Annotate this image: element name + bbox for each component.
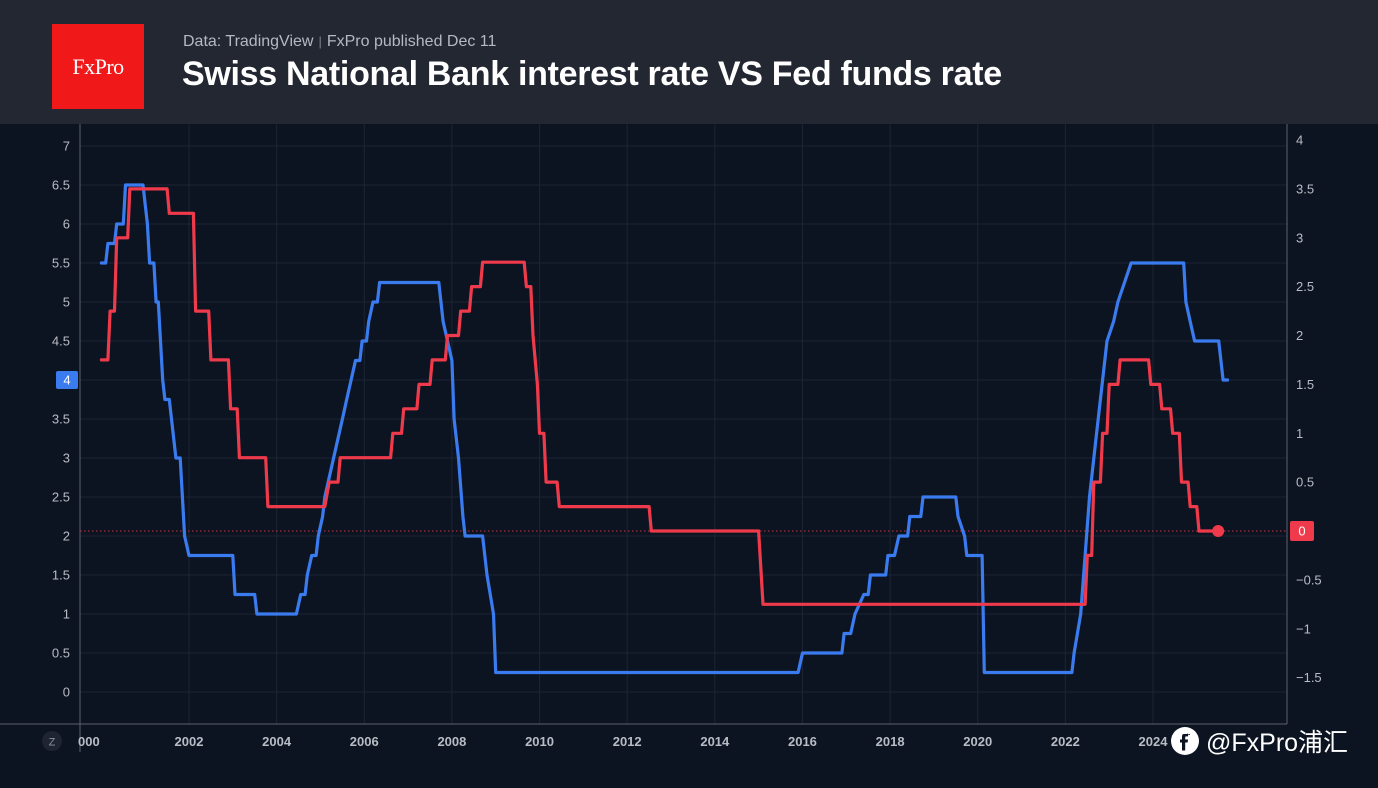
left-tick-label: 0.5 xyxy=(52,646,70,661)
x-tick-label: 2008 xyxy=(437,734,466,749)
right-tick-label: 0.5 xyxy=(1296,475,1314,490)
watermark-text: @FxPro浦汇 xyxy=(1206,729,1349,757)
right-tick-label: 1.5 xyxy=(1296,377,1314,392)
snb-rate-line xyxy=(99,187,1214,606)
snb-last-value-label: 0 xyxy=(1298,524,1305,539)
fxpro-logo: FxPro xyxy=(52,24,144,109)
right-tick-label: 2 xyxy=(1296,328,1303,343)
left-tick-label: 3 xyxy=(63,451,70,466)
x-tick-label: 2012 xyxy=(613,734,642,749)
x-tick-label: 2018 xyxy=(876,734,905,749)
right-tick-label: −1.5 xyxy=(1296,670,1322,685)
left-tick-label: 0 xyxy=(63,685,70,700)
left-tick-label: 1.5 xyxy=(52,568,70,583)
fed-last-value-badge xyxy=(56,371,78,389)
source-line: Data: TradingView | FxPro published Dec 11 xyxy=(183,33,496,51)
x-tick-label: 2024 xyxy=(1139,734,1169,749)
header: FxPro Data: TradingView | FxPro published … xyxy=(0,0,1378,124)
right-axis: −1.5 −1 −0.5 0.5 1 1.5 2 2.5 3 3.5 4 xyxy=(1296,133,1322,686)
data-source: Data: TradingView xyxy=(183,33,314,50)
right-tick-label: 3.5 xyxy=(1296,181,1314,196)
z-label: Z xyxy=(49,737,56,749)
left-tick-label: 1 xyxy=(63,607,70,622)
watermark: @FxPro浦汇 xyxy=(1170,724,1348,758)
left-tick-label: 3.5 xyxy=(52,412,70,427)
series-lines xyxy=(99,183,1230,675)
right-tick-label: 3 xyxy=(1296,230,1303,245)
left-tick-label: 5.5 xyxy=(52,256,70,271)
snb-last-point xyxy=(1212,525,1225,537)
x-tick-label: 2022 xyxy=(1051,734,1080,749)
x-tick-label: 000 xyxy=(78,734,100,749)
grid-lines xyxy=(0,124,1378,788)
plot-background xyxy=(0,124,1378,788)
x-tick-label: 2016 xyxy=(788,734,817,749)
left-tick-label: 2.5 xyxy=(52,490,70,505)
left-tick-label: 7 xyxy=(63,139,70,154)
x-tick-label: 2002 xyxy=(175,734,204,749)
fed-funds-line xyxy=(99,183,1230,675)
chart-title: Swiss National Bank interest rate VS Fed… xyxy=(182,55,1002,93)
left-tick-label: 6 xyxy=(63,217,70,232)
right-tick-label: −0.5 xyxy=(1296,572,1322,587)
chart-area: 0 0.5 1 1.5 2 2.5 3 3.5 4.5 5 5.5 6 6.5 7 −1.5 −1 −0.5 0… xyxy=(0,124,1378,788)
left-tick-label: 4.5 xyxy=(52,334,70,349)
x-tick-label: 2004 xyxy=(262,734,292,749)
published-info: FxPro published Dec 11 xyxy=(326,33,497,50)
right-tick-label: 4 xyxy=(1296,133,1303,148)
x-axis: 000 2002 2004 2006 2008 2010 2012 2014 2016 2018 2… xyxy=(78,734,1168,749)
right-tick-label: 2.5 xyxy=(1296,279,1314,294)
x-tick-label: 2006 xyxy=(350,734,379,749)
left-tick-label: 6.5 xyxy=(52,178,70,193)
left-tick-label: 2 xyxy=(63,529,70,544)
fed-last-value-label: 4 xyxy=(63,373,70,388)
x-tick-label: 2014 xyxy=(700,734,730,749)
left-axis: 0 0.5 1 1.5 2 2.5 3 3.5 4.5 5 5.5 6 6.5 7 xyxy=(52,139,70,700)
snb-last-value-badge xyxy=(1290,521,1314,541)
x-tick-label: 2010 xyxy=(525,734,554,749)
right-tick-label: −1 xyxy=(1296,621,1311,636)
right-tick-label: 1 xyxy=(1296,426,1303,441)
z-button[interactable]: Z xyxy=(42,731,62,751)
x-tick-label: 2020 xyxy=(963,734,992,749)
weibo-icon xyxy=(1171,727,1199,755)
separator: | xyxy=(318,34,322,49)
last-value-labels: 40 xyxy=(56,371,1314,541)
left-tick-label: 5 xyxy=(63,295,70,310)
